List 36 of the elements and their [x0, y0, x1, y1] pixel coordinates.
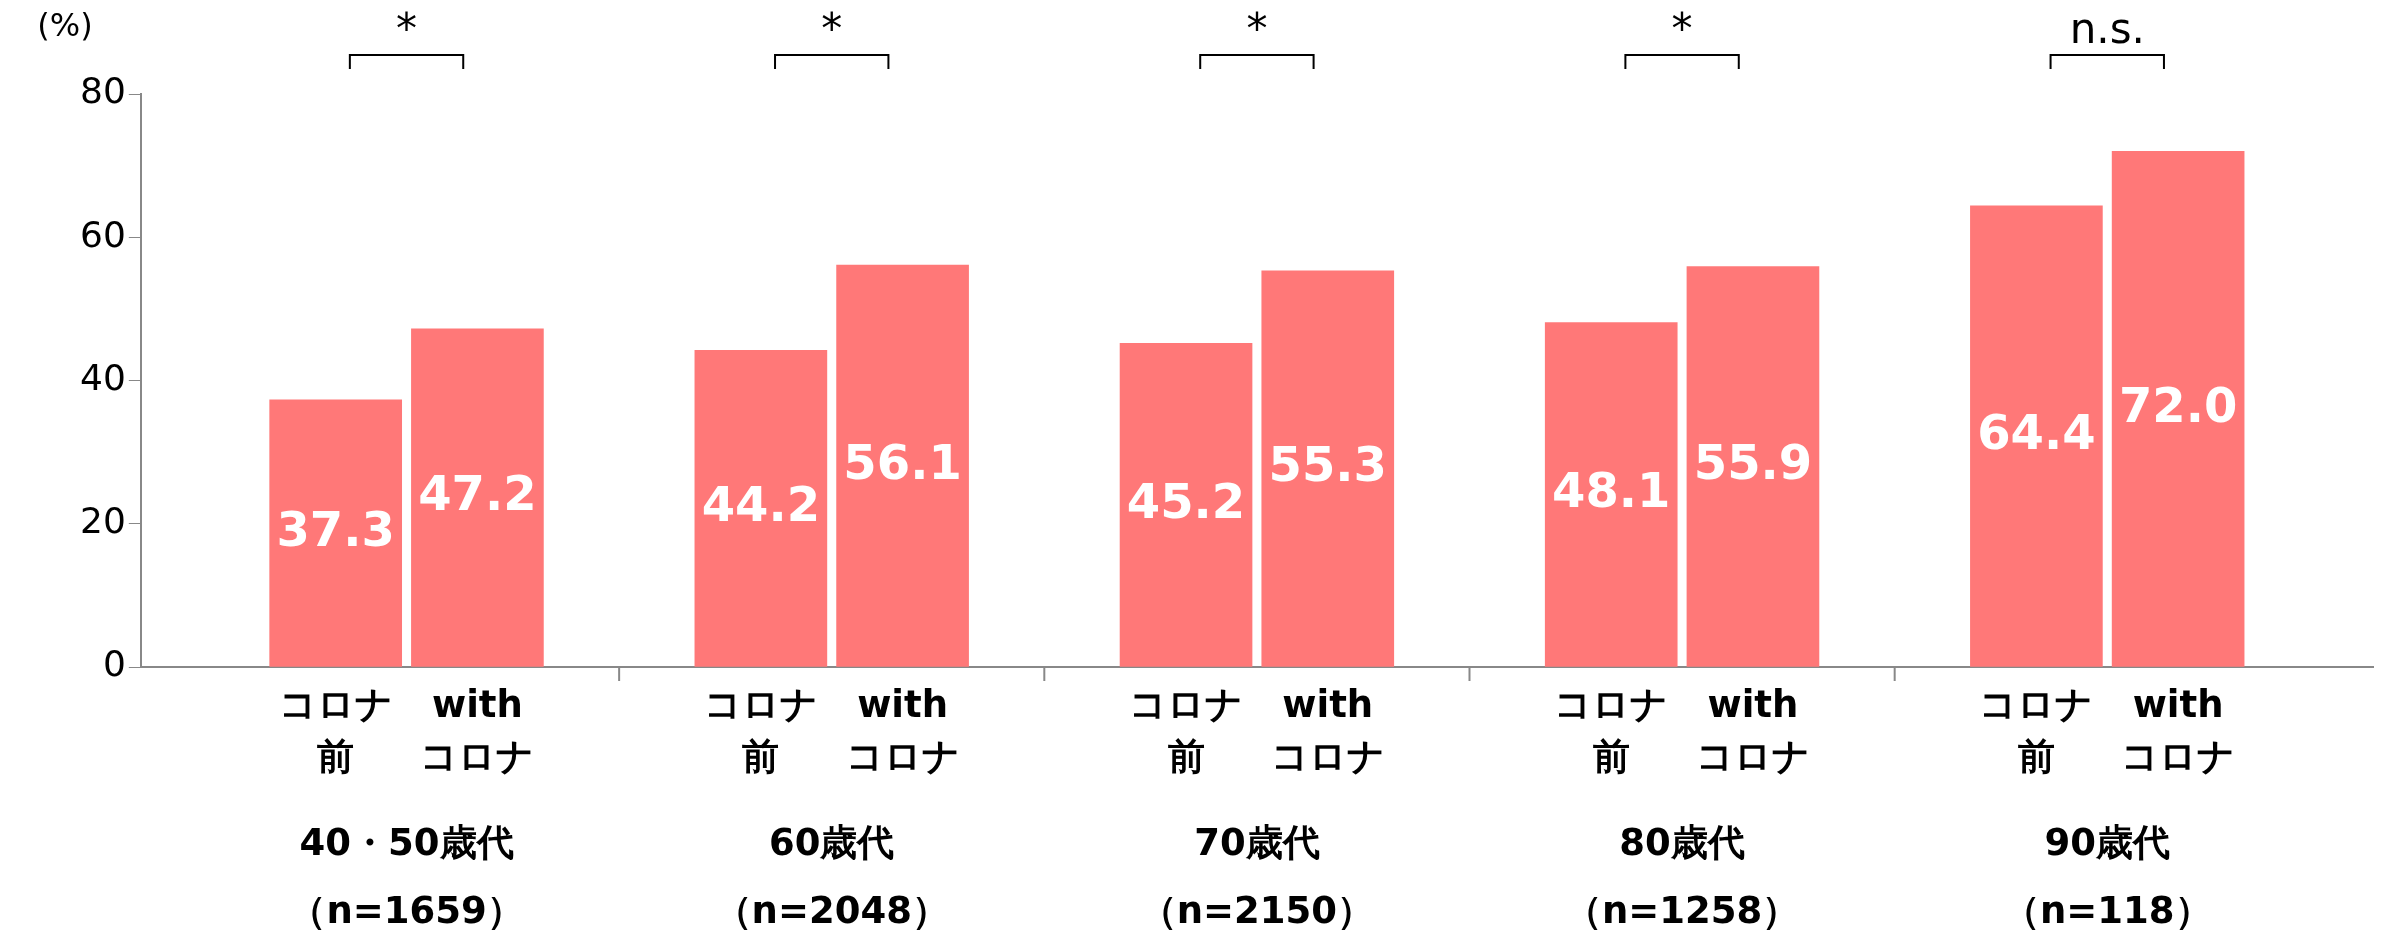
x-tick-label: コロナ前: [278, 683, 393, 779]
text: *: [1671, 3, 1693, 53]
text: *: [1246, 3, 1268, 53]
data-label: 37.3: [276, 500, 395, 557]
y-tick-label: 60: [80, 213, 126, 255]
text: 80歳代（n=1258）: [1564, 821, 1800, 933]
x-tick-label: withコロナ: [1270, 683, 1385, 779]
data-label: 64.4: [1977, 403, 2096, 460]
data-label: 72.0: [2118, 376, 2238, 433]
text: *: [396, 3, 418, 53]
text: 40・50歳代（n=1659）: [289, 821, 524, 933]
x-tick-label: withコロナ: [845, 683, 960, 779]
y-tick-label: 20: [80, 500, 126, 542]
y-tick-label: 0: [102, 643, 126, 685]
text: *: [821, 3, 843, 53]
text: 70歳代（n=2150）: [1139, 821, 1375, 933]
text: 60歳代（n=2048）: [714, 821, 949, 933]
y-tick-label: 80: [80, 70, 126, 112]
x-tick-label: withコロナ: [2121, 683, 2236, 779]
data-label: 55.3: [1268, 436, 1387, 493]
x-tick-label: コロナ前: [1129, 683, 1244, 779]
data-label: 45.2: [1126, 472, 1246, 529]
data-label: 48.1: [1552, 462, 1671, 519]
data-label: 47.2: [418, 465, 537, 522]
text: 90歳代（n=118）: [2002, 821, 2212, 933]
data-label: 55.9: [1693, 434, 1813, 491]
x-tick-label: withコロナ: [420, 683, 535, 779]
x-tick-label: コロナ前: [703, 683, 818, 779]
y-axis-title: (%): [37, 6, 93, 45]
y-tick-label: 40: [80, 356, 126, 398]
x-tick-label: withコロナ: [1695, 683, 1810, 779]
text: n.s.: [2069, 3, 2145, 53]
x-tick-label: コロナ前: [1979, 683, 2094, 779]
data-label: 44.2: [701, 476, 821, 533]
x-tick-label: コロナ前: [1554, 683, 1669, 779]
data-label: 56.1: [843, 433, 962, 490]
